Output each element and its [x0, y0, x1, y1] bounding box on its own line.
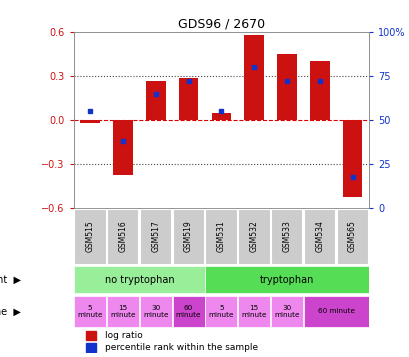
Bar — [238, 210, 269, 263]
Bar — [74, 266, 204, 293]
Bar — [172, 210, 204, 263]
Bar — [211, 113, 231, 120]
Text: 30
minute: 30 minute — [274, 305, 299, 318]
Bar — [238, 296, 270, 327]
Bar — [80, 120, 100, 123]
Text: GSM515: GSM515 — [85, 221, 94, 252]
Bar — [244, 35, 263, 120]
Text: GSM534: GSM534 — [315, 221, 324, 252]
Text: GSM516: GSM516 — [118, 221, 127, 252]
Bar — [303, 296, 368, 327]
Text: percentile rank within the sample: percentile rank within the sample — [105, 343, 257, 352]
Bar — [309, 61, 329, 120]
Text: log ratio: log ratio — [105, 331, 142, 340]
Bar — [74, 296, 106, 327]
Bar — [139, 296, 171, 327]
Bar — [113, 120, 133, 175]
Bar — [336, 210, 367, 263]
Text: 15
minute: 15 minute — [110, 305, 135, 318]
Bar — [303, 210, 335, 263]
Bar — [139, 210, 171, 263]
Bar — [270, 210, 302, 263]
Bar — [107, 296, 139, 327]
Bar — [205, 210, 236, 263]
Bar — [85, 331, 96, 340]
Bar — [172, 296, 204, 327]
Title: GDS96 / 2670: GDS96 / 2670 — [178, 18, 264, 31]
Text: 5
minute: 5 minute — [77, 305, 103, 318]
Text: 60
minute: 60 minute — [175, 305, 201, 318]
Bar — [270, 296, 302, 327]
Text: GSM565: GSM565 — [347, 221, 356, 252]
Bar — [342, 120, 362, 197]
Text: GSM519: GSM519 — [184, 221, 193, 252]
Text: 30
minute: 30 minute — [143, 305, 168, 318]
Text: 15
minute: 15 minute — [241, 305, 266, 318]
Bar — [146, 81, 165, 120]
Bar — [74, 210, 106, 263]
Text: GSM532: GSM532 — [249, 221, 258, 252]
Bar — [178, 77, 198, 120]
Text: tryptophan: tryptophan — [259, 275, 313, 285]
Text: time  ▶: time ▶ — [0, 306, 20, 316]
Text: 60 minute: 60 minute — [317, 308, 354, 314]
Bar — [85, 342, 96, 352]
Text: 5
minute: 5 minute — [208, 305, 234, 318]
Text: agent  ▶: agent ▶ — [0, 275, 20, 285]
Bar — [205, 266, 368, 293]
Text: GSM533: GSM533 — [282, 221, 291, 252]
Text: no tryptophan: no tryptophan — [104, 275, 174, 285]
Text: GSM517: GSM517 — [151, 221, 160, 252]
Bar — [205, 296, 237, 327]
Bar — [276, 54, 296, 120]
Text: GSM531: GSM531 — [216, 221, 225, 252]
Bar — [107, 210, 138, 263]
